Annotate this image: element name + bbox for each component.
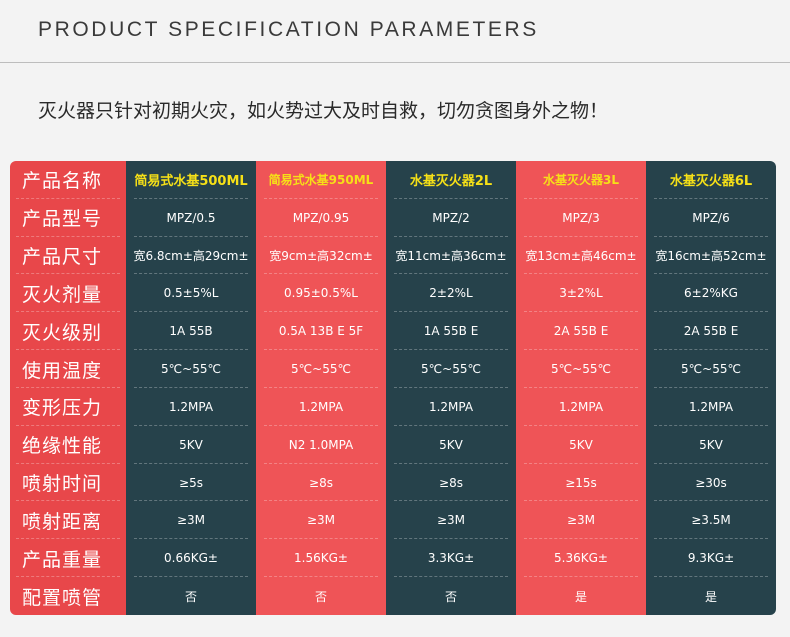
table-cell: 1.56KG± <box>256 539 386 578</box>
table-cell: ≥3M <box>386 501 516 540</box>
table-cell: 2±2%L <box>386 274 516 313</box>
table-cell: MPZ/3 <box>516 198 646 237</box>
table-cell: MPZ/2 <box>386 198 516 237</box>
table-cell: 1.2MPA <box>126 387 256 426</box>
table-cell: 1.2MPA <box>386 387 516 426</box>
table-cell: 宽6.8cm±高29cm± <box>126 236 256 275</box>
warning-text: 灭火器只针对初期火灾，如火势过大及时自救，切勿贪图身外之物！ <box>38 100 609 122</box>
row-label: 产品型号 <box>10 198 126 237</box>
row-label: 变形压力 <box>10 387 126 426</box>
table-cell: 5KV <box>126 425 256 464</box>
table-cell: 5℃~55℃ <box>646 350 776 388</box>
table-cell: 5KV <box>516 425 646 464</box>
table-cell: 宽11cm±高36cm± <box>386 236 516 275</box>
table-cell: 是 <box>516 577 646 615</box>
table-cell: 5℃~55℃ <box>516 350 646 388</box>
table-cell: 宽13cm±高46cm± <box>516 236 646 275</box>
row-label: 灭火剂量 <box>10 274 126 313</box>
row-label: 配置喷管 <box>10 577 126 615</box>
table-cell: 1A 55B <box>126 312 256 351</box>
table-cell: 0.95±0.5%L <box>256 274 386 313</box>
table-cell: 3.3KG± <box>386 539 516 578</box>
table-cell: MPZ/0.5 <box>126 198 256 237</box>
table-cell: 5.36KG± <box>516 539 646 578</box>
table-cell: 9.3KG± <box>646 539 776 578</box>
table-cell: 3±2%L <box>516 274 646 313</box>
table-cell: ≥3M <box>126 501 256 540</box>
column-header: 简易式水基950ML <box>256 161 386 199</box>
table-cell: ≥3.5M <box>646 501 776 540</box>
table-cell: 1A 55B E <box>386 312 516 351</box>
table-cell: 0.5±5%L <box>126 274 256 313</box>
table-cell: 宽9cm±高32cm± <box>256 236 386 275</box>
table-cell: 1.2MPA <box>256 387 386 426</box>
table-cell: 否 <box>256 577 386 615</box>
row-label: 灭火级别 <box>10 312 126 351</box>
table-cell: ≥5s <box>126 463 256 502</box>
table-cell: 1.2MPA <box>516 387 646 426</box>
table-cell: ≥30s <box>646 463 776 502</box>
table-cell: MPZ/0.95 <box>256 198 386 237</box>
row-label: 产品尺寸 <box>10 236 126 275</box>
column-header: 水基灭火器6L <box>646 161 776 199</box>
table-cell: 2A 55B E <box>646 312 776 351</box>
table-cell: 5KV <box>386 425 516 464</box>
row-label: 使用温度 <box>10 350 126 388</box>
column-header: 水基灭火器3L <box>516 161 646 199</box>
row-label: 产品重量 <box>10 539 126 578</box>
table-cell: MPZ/6 <box>646 198 776 237</box>
table-cell: 5℃~55℃ <box>126 350 256 388</box>
row-label: 产品名称 <box>10 161 126 199</box>
spec-table: 产品名称 简易式水基500ML 简易式水基950ML 水基灭火器2L 水基灭火器3L 水基… <box>10 161 776 615</box>
table-cell: 0.5A 13B E 5F <box>256 312 386 351</box>
row-label: 绝缘性能 <box>10 425 126 464</box>
table-cell: 5℃~55℃ <box>386 350 516 388</box>
table-cell: ≥8s <box>256 463 386 502</box>
table-cell: ≥15s <box>516 463 646 502</box>
table-cell: 是 <box>646 577 776 615</box>
table-cell: 宽16cm±高52cm± <box>646 236 776 275</box>
table-cell: 5KV <box>646 425 776 464</box>
table-cell: 0.66KG± <box>126 539 256 578</box>
row-label: 喷射时间 <box>10 463 126 502</box>
table-cell: ≥3M <box>516 501 646 540</box>
table-cell: N2 1.0MPA <box>256 425 386 464</box>
table-cell: 2A 55B E <box>516 312 646 351</box>
table-cell: 否 <box>126 577 256 615</box>
heading-divider <box>0 62 790 63</box>
column-header: 简易式水基500ML <box>126 161 256 199</box>
table-cell: 5℃~55℃ <box>256 350 386 388</box>
table-cell: 1.2MPA <box>646 387 776 426</box>
page-heading: PRODUCT SPECIFICATION PARAMETERS <box>38 18 539 41</box>
table-cell: ≥8s <box>386 463 516 502</box>
table-cell: 6±2%KG <box>646 274 776 313</box>
table-cell: 否 <box>386 577 516 615</box>
table-cell: ≥3M <box>256 501 386 540</box>
column-header: 水基灭火器2L <box>386 161 516 199</box>
row-label: 喷射距离 <box>10 501 126 540</box>
